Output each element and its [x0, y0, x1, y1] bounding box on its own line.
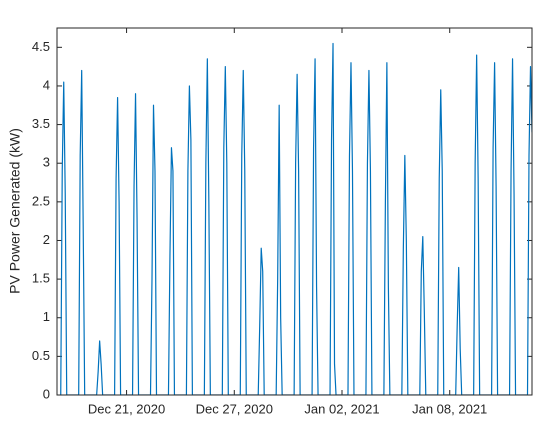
- y-tick-label: 1: [43, 309, 50, 324]
- y-tick-label: 2: [43, 232, 50, 247]
- x-tick-label: Jan 08, 2021: [412, 401, 487, 416]
- x-tick-label: Dec 21, 2020: [88, 401, 165, 416]
- y-tick-label: 1.5: [32, 271, 50, 286]
- series-line: [60, 42, 532, 395]
- y-tick-label: 4.5: [32, 39, 50, 54]
- x-tick-label: Jan 02, 2021: [304, 401, 379, 416]
- y-tick-label: 3.5: [32, 116, 50, 131]
- y-tick-label: 0: [43, 386, 50, 401]
- y-tick-label: 0.5: [32, 348, 50, 363]
- x-tick-label: Dec 27, 2020: [196, 401, 273, 416]
- axes-box: [56, 27, 533, 396]
- y-axis-label: PV Power Generated (kW): [7, 128, 23, 294]
- y-tick-label: 2.5: [32, 193, 50, 208]
- y-tick-label: 3: [43, 155, 50, 170]
- y-tick-label: 4: [43, 77, 50, 92]
